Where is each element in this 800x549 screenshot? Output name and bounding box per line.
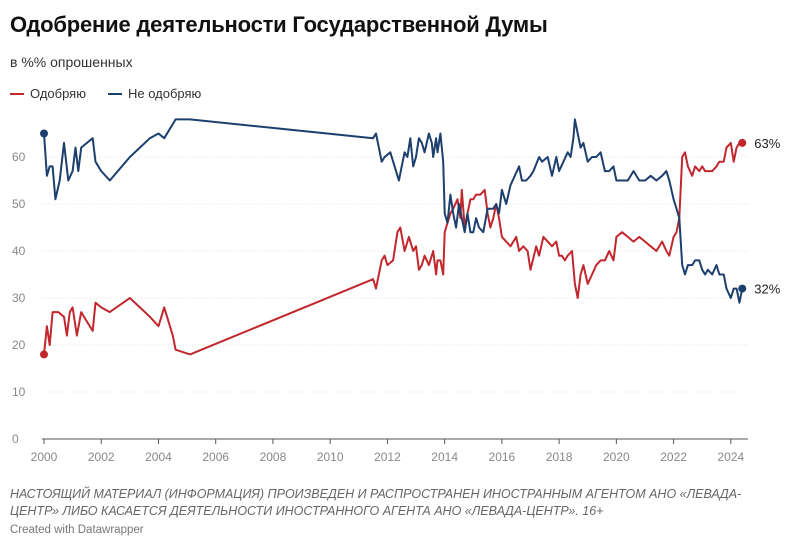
chart-title: Одобрение деятельности Государственной Д… [10, 12, 548, 37]
y-tick-label: 40 [12, 244, 26, 258]
x-tick-label: 2004 [145, 450, 172, 464]
x-tick-label: 2012 [374, 450, 401, 464]
legend-label-approve: Одобряю [30, 86, 86, 101]
x-tick-label: 2010 [317, 450, 344, 464]
y-tick-label: 20 [12, 338, 26, 352]
series-start-point-approve [40, 350, 48, 359]
series-end-point-disapprove [738, 284, 747, 293]
y-tick-label: 60 [12, 150, 26, 164]
legend-swatch-approve [10, 92, 24, 95]
foreign-agent-notice: НАСТОЯЩИЙ МАТЕРИАЛ (ИНФОРМАЦИЯ) ПРОИЗВЕД… [10, 487, 742, 518]
x-tick-label: 2018 [546, 450, 573, 464]
x-tick-label: 2008 [260, 450, 287, 464]
series-line-disapprove [43, 118, 744, 304]
x-tick-label: 2000 [31, 450, 58, 464]
series-end-label-disapprove: 32% [754, 282, 780, 297]
x-tick-label: 2014 [431, 450, 458, 464]
datawrapper-credit: Created with Datawrapper [10, 524, 144, 536]
x-tick-label: 2006 [202, 450, 229, 464]
legend-label-disapprove: Не одобряю [127, 86, 202, 101]
chart-subtitle: в %% опрошенных [10, 54, 133, 70]
series-end-label-approve: 63% [754, 136, 780, 151]
y-tick-label: 10 [12, 385, 26, 399]
x-tick-label: 2020 [603, 450, 630, 464]
x-tick-label: 2002 [88, 450, 115, 464]
legend: Одобряю Не одобряю [10, 86, 201, 101]
y-tick-label: 50 [12, 197, 26, 211]
legend-swatch-disapprove [107, 92, 122, 95]
series-end-point-approve [738, 138, 747, 147]
x-tick-label: 2016 [489, 450, 516, 464]
y-tick-label: 0 [12, 432, 19, 446]
series-line-approve [43, 141, 744, 356]
y-tick-label: 30 [12, 291, 26, 305]
x-tick-label: 2022 [660, 450, 687, 464]
legend-item-disapprove: Не одобряю [107, 86, 202, 101]
legend-item-approve: Одобряю [10, 86, 86, 101]
x-tick-label: 2024 [717, 450, 744, 464]
series-start-point-disapprove [40, 129, 48, 138]
